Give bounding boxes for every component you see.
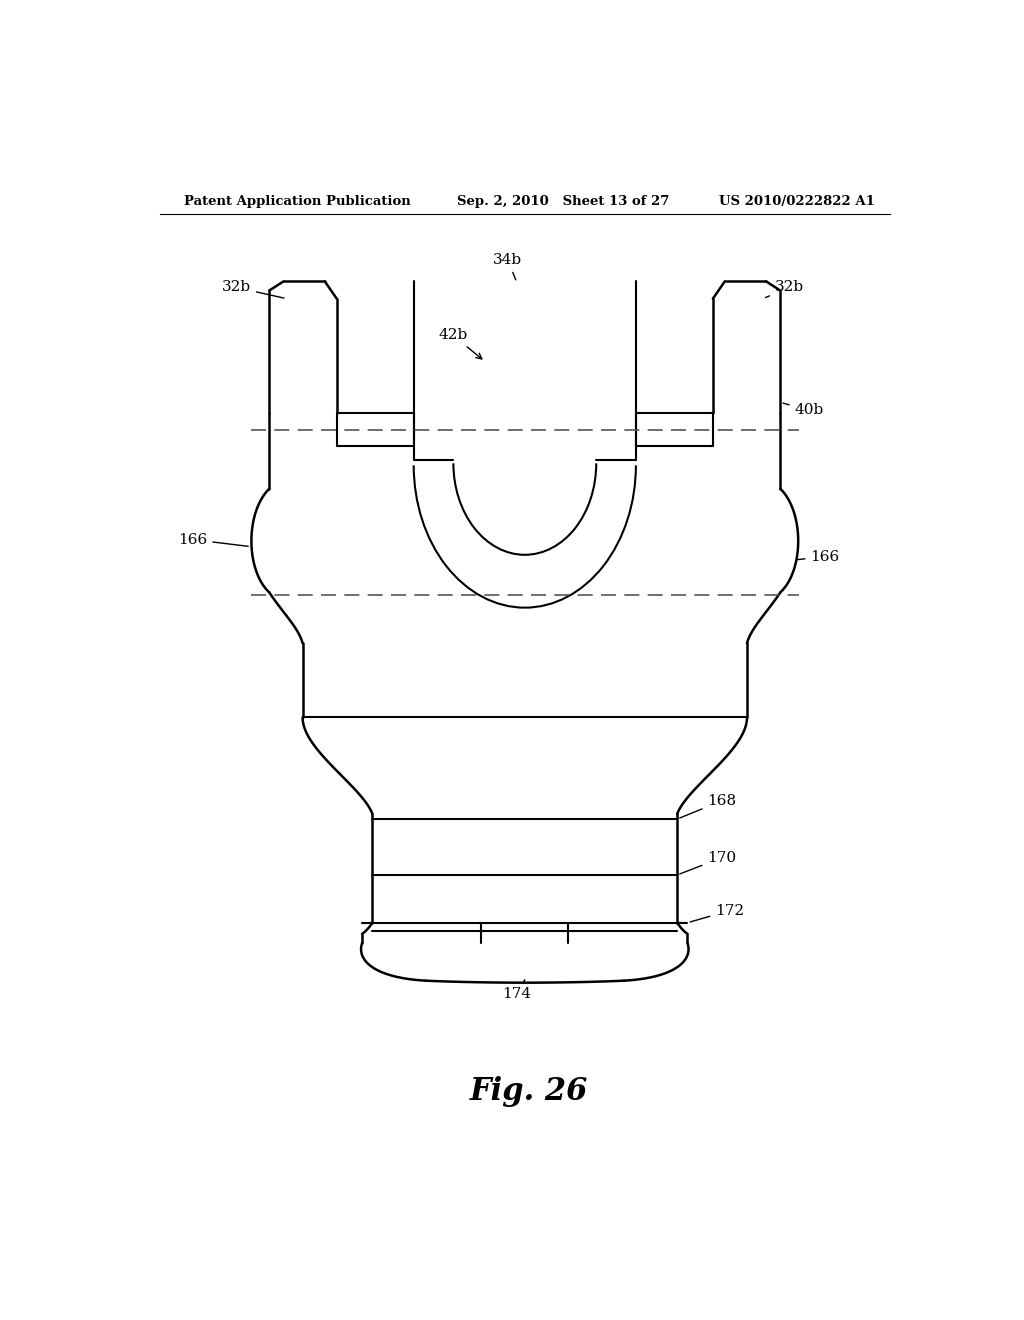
Text: 32b: 32b	[222, 280, 284, 298]
Text: 166: 166	[798, 550, 840, 564]
Text: 168: 168	[680, 793, 736, 818]
Text: 174: 174	[503, 979, 531, 1001]
Text: 40b: 40b	[783, 403, 824, 417]
Text: US 2010/0222822 A1: US 2010/0222822 A1	[719, 194, 876, 207]
Text: 170: 170	[680, 850, 736, 874]
Text: 172: 172	[690, 903, 744, 921]
Text: Patent Application Publication: Patent Application Publication	[183, 194, 411, 207]
Text: 42b: 42b	[438, 329, 481, 359]
Text: Sep. 2, 2010   Sheet 13 of 27: Sep. 2, 2010 Sheet 13 of 27	[458, 194, 670, 207]
Text: 166: 166	[178, 532, 248, 546]
Text: Fig. 26: Fig. 26	[469, 1076, 588, 1107]
Text: 32b: 32b	[766, 280, 804, 297]
Text: 34b: 34b	[494, 253, 522, 280]
